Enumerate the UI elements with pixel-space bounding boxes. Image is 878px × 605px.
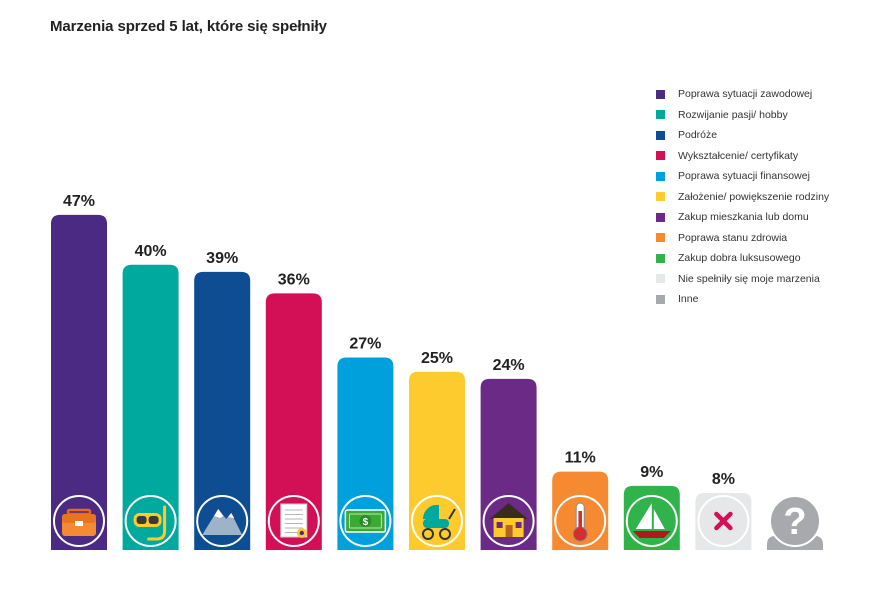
svg-text:?: ? (783, 501, 806, 543)
bar (122, 264, 179, 550)
bar-value-label: 11% (565, 450, 596, 467)
legend-item: Nie spełniły się moje marzenia (656, 269, 829, 290)
legend-item: Poprawa sytuacji finansowej (656, 166, 829, 187)
legend-label: Zakup mieszkania lub domu (678, 211, 809, 224)
thermometer-icon (554, 495, 607, 547)
legend-item: Poprawa stanu zdrowia (656, 228, 829, 249)
bar (265, 293, 322, 550)
legend-swatch (656, 151, 665, 161)
legend-swatch (656, 253, 665, 263)
bar-value-label: 36% (278, 271, 310, 288)
bar (194, 271, 251, 550)
banknote-icon: $ (339, 495, 392, 547)
bar (51, 214, 107, 550)
legend-label: Nie spełniły się moje marzenia (678, 272, 820, 285)
bar-value-label: 27% (349, 335, 381, 352)
house-icon (482, 495, 535, 547)
legend-swatch (656, 233, 665, 243)
snorkel-mask-icon (124, 495, 177, 547)
legend-label: Inne (678, 293, 699, 306)
legend-item: Inne (656, 289, 829, 310)
mountain-icon (196, 495, 249, 547)
legend-item: Rozwijanie pasji/ hobby (656, 105, 829, 126)
legend-swatch (656, 192, 665, 202)
legend-label: Wykształcenie/ certyfikaty (678, 149, 799, 162)
bar-value-label: 25% (421, 350, 453, 367)
chart-title: Marzenia sprzed 5 lat, które się spełnił… (50, 18, 327, 35)
bar-value-label: 9% (640, 464, 663, 481)
legend-label: Zakup dobra luksusowego (678, 252, 801, 265)
legend-item: Zakup mieszkania lub domu (656, 207, 829, 228)
legend-item: Założenie/ powiększenie rodziny (656, 187, 829, 208)
chart-legend: Poprawa sytuacji zawodowej Rozwijanie pas… (656, 84, 829, 310)
legend-label: Poprawa sytuacji zawodowej (678, 88, 813, 101)
legend-swatch (656, 274, 665, 284)
legend-label: Podróże (678, 129, 718, 142)
svg-text:$: $ (363, 517, 369, 528)
legend-item: Wykształcenie/ certyfikaty (656, 146, 829, 167)
bar-value-label: 8% (712, 471, 735, 488)
legend-label: Rozwijanie pasji/ hobby (678, 108, 788, 121)
bar-value-label: 47% (63, 193, 95, 210)
sailboat-icon (625, 495, 678, 547)
legend-label: Założenie/ powiększenie rodziny (678, 190, 830, 203)
legend-swatch (656, 89, 665, 99)
legend-label: Poprawa sytuacji finansowej (678, 170, 810, 183)
stroller-icon (411, 495, 463, 547)
legend-swatch (656, 171, 665, 181)
certificate-icon (267, 495, 320, 547)
legend-item: Podróże (656, 125, 829, 146)
cross-icon (697, 495, 750, 547)
briefcase-icon (53, 495, 105, 547)
bar-value-label: 24% (493, 357, 525, 374)
bar-value-label: 40% (135, 243, 167, 260)
legend-item: Poprawa sytuacji zawodowej (656, 84, 829, 105)
legend-swatch (656, 110, 665, 120)
legend-swatch (656, 130, 665, 140)
bar-value-label: 39% (206, 250, 238, 267)
legend-swatch (656, 212, 665, 222)
legend-swatch (656, 294, 665, 304)
question-mark-icon: ? (769, 495, 821, 547)
legend-label: Poprawa stanu zdrowia (678, 231, 788, 244)
legend-item: Zakup dobra luksusowego (656, 248, 829, 269)
